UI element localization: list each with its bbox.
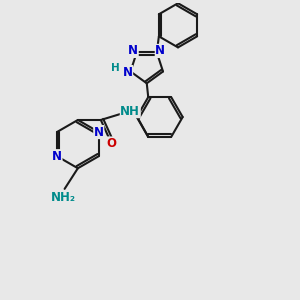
Text: N: N: [94, 125, 104, 139]
Text: O: O: [106, 137, 116, 150]
Text: NH₂: NH₂: [51, 190, 76, 204]
Text: N: N: [52, 150, 62, 163]
Text: NH: NH: [120, 105, 140, 118]
Text: H: H: [111, 63, 120, 73]
Text: N: N: [123, 66, 133, 79]
Text: N: N: [128, 44, 138, 57]
Text: N: N: [155, 44, 165, 57]
